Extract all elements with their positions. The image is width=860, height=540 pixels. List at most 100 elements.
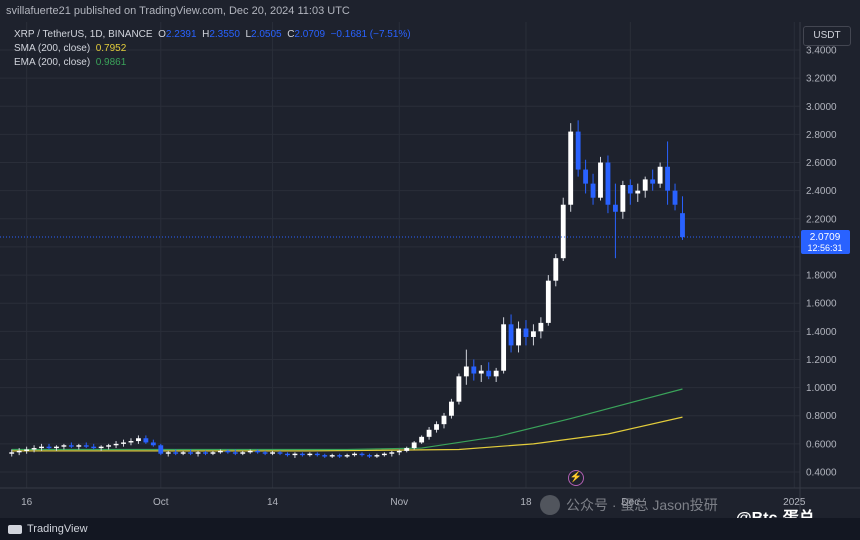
candle-body (136, 438, 141, 442)
candle-body (150, 442, 156, 446)
candle-body (98, 446, 104, 449)
x-tick-label: Oct (153, 497, 169, 508)
sma-line (11, 416, 683, 452)
candle-body (463, 366, 469, 377)
ema-label: EMA (200, close) (14, 57, 91, 68)
candle-body (270, 452, 275, 454)
watermark-text: 公众号 · 蛋总 Jason投研 (566, 497, 718, 513)
y-tick-label: 0.6000 (806, 439, 837, 450)
published-header: svillafuerte21 published on TradingView.… (0, 0, 860, 22)
currency-button[interactable]: USDT (803, 26, 851, 46)
candle-body (374, 455, 380, 457)
candle-body (121, 442, 126, 444)
price-tag (801, 229, 850, 254)
candle-body (165, 452, 171, 454)
price-tag-countdown: 12:56:31 (807, 243, 842, 253)
candle-body (210, 452, 216, 454)
candle-body (91, 446, 97, 449)
candle-body (188, 452, 194, 454)
symbol-label[interactable]: XRP / TetherUS, 1D, BINANCE (14, 29, 153, 40)
candle-body (359, 453, 365, 456)
x-tick-label: 16 (21, 497, 33, 508)
candle-body (61, 445, 67, 447)
candle-body (396, 450, 402, 453)
candle-body (352, 453, 357, 456)
candle-body (560, 204, 566, 259)
candle-body (411, 442, 417, 449)
candle-body (31, 448, 37, 450)
candle-body (247, 450, 253, 453)
x-tick-label: 18 (520, 497, 532, 508)
candle-body (344, 455, 350, 457)
candle-body (516, 328, 521, 346)
candle-body (143, 438, 149, 443)
candle-body (389, 452, 395, 454)
candle-body (292, 453, 298, 456)
lightning-icon[interactable]: ⚡ (568, 470, 584, 486)
wechat-logo-icon (540, 495, 560, 515)
candle-body (620, 185, 626, 212)
candle-body (329, 455, 335, 457)
candle-body (76, 445, 82, 447)
x-tick-label: 2025 (783, 497, 806, 508)
close-value: 2.0709 (294, 29, 326, 40)
y-tick-label: 2.6000 (806, 158, 837, 169)
candle-body (46, 446, 52, 449)
high-label: H (202, 29, 210, 40)
candle-body (225, 450, 231, 453)
candle-body (217, 450, 223, 453)
legend-ema[interactable]: EMA (200, close) 0.9861 (14, 56, 411, 70)
candle-body (612, 204, 618, 212)
y-tick-label: 3.0000 (806, 102, 837, 113)
chart-area[interactable]: 3.4000 3.2000 3.0000 2.8000 2.6000 2.4000 2.20… (0, 22, 860, 518)
y-tick-label: 0.4000 (806, 468, 837, 479)
candle-body (650, 179, 656, 184)
y-tick-label: 1.8000 (806, 271, 837, 282)
candle-body (262, 452, 268, 454)
candle-body (568, 131, 574, 205)
candle-body (24, 449, 30, 451)
open-value: 2.2391 (165, 29, 197, 40)
sma-value: 0.7952 (95, 43, 127, 54)
candle-body (531, 331, 536, 337)
candle-body (68, 445, 74, 447)
y-tick-label: 1.0000 (806, 383, 837, 394)
candle-body (478, 370, 484, 374)
candle-body (307, 453, 313, 456)
legend-sma[interactable]: SMA (200, close) 0.7952 (14, 42, 411, 56)
candle-body (627, 185, 633, 194)
y-tick-label: 2.8000 (806, 130, 837, 141)
candle-body (337, 455, 343, 457)
candle-body (39, 446, 44, 449)
candle-body (501, 324, 507, 371)
ema-value: 0.9861 (95, 57, 127, 68)
x-tick-label: 14 (267, 497, 279, 508)
candle-body (680, 213, 685, 238)
candle-body (404, 448, 410, 451)
legend: XRP / TetherUS, 1D, BINANCE O2.2391 H2.3… (14, 28, 411, 70)
price-chart[interactable]: 3.4000 3.2000 3.0000 2.8000 2.6000 2.4000 2.20… (0, 22, 860, 518)
candle-body (441, 415, 447, 425)
candle-body (419, 436, 425, 443)
y-tick-label: 1.6000 (806, 299, 837, 310)
candle-body (381, 453, 387, 456)
candle-body (508, 324, 514, 346)
candle-body (665, 166, 670, 191)
candle-body (314, 453, 320, 456)
candle-body (106, 445, 112, 447)
candle-body (635, 190, 641, 194)
legend-ohlc: XRP / TetherUS, 1D, BINANCE O2.2391 H2.3… (14, 28, 411, 42)
y-tick-label: 3.4000 (806, 46, 837, 57)
open-label: O (158, 29, 166, 40)
candle-body (545, 280, 551, 323)
candle-body (590, 183, 596, 198)
y-tick-label: 0.8000 (806, 411, 837, 422)
high-value: 2.3550 (209, 29, 240, 40)
ema-line (11, 388, 683, 451)
y-tick-label: 3.2000 (806, 74, 837, 85)
tradingview-logo[interactable]: TradingView (8, 518, 88, 540)
tradingview-icon (8, 524, 22, 534)
candle-body (575, 131, 581, 170)
close-label: C (287, 29, 295, 40)
candle-body (598, 162, 603, 198)
